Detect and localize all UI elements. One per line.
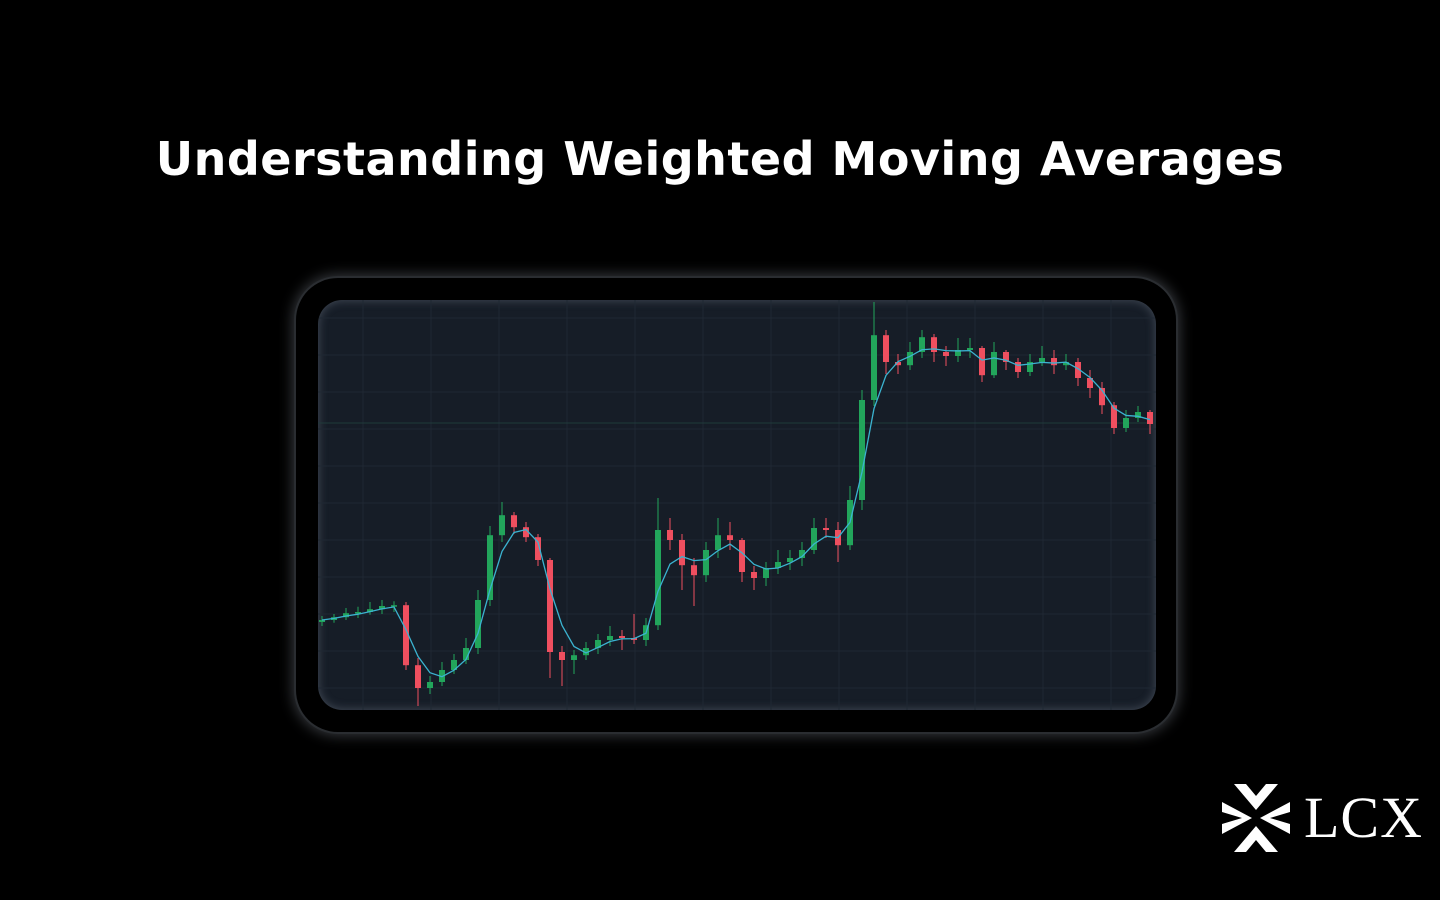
candle-body: [739, 540, 745, 572]
candle-body: [1075, 362, 1081, 378]
lcx-logo: LCX: [1220, 782, 1423, 856]
candle-body: [907, 352, 913, 366]
candle-body: [715, 535, 721, 550]
page-title: Understanding Weighted Moving Averages: [155, 132, 1285, 186]
candle-body: [571, 655, 577, 660]
candle-body: [679, 540, 685, 566]
candle-body: [931, 337, 937, 352]
candle-body: [319, 620, 325, 622]
candle-body: [979, 348, 985, 376]
candle-body: [667, 530, 673, 540]
candle-body: [499, 515, 505, 536]
candle-body: [511, 515, 517, 528]
candle-body: [1099, 388, 1105, 406]
candle-body: [547, 560, 553, 652]
candle-body: [1063, 362, 1069, 366]
candle-body: [775, 562, 781, 568]
candle-body: [415, 665, 421, 688]
candle-body: [883, 335, 889, 362]
candle-body: [427, 682, 433, 688]
logo-text: LCX: [1304, 785, 1423, 850]
candle-body: [559, 652, 565, 660]
candle-body: [1003, 352, 1009, 362]
candle-body: [1123, 418, 1129, 428]
candle-body: [1087, 378, 1093, 388]
candle-body: [1015, 362, 1021, 372]
candle-body: [451, 660, 457, 670]
lcx-x-mark-icon: [1222, 784, 1290, 852]
candle-body: [619, 636, 625, 638]
candle-body: [523, 527, 529, 538]
candle-body: [379, 606, 385, 610]
candlestick-chart: [318, 300, 1156, 710]
candle-body: [1051, 358, 1057, 366]
candle-body: [535, 537, 541, 560]
wma-line: [321, 348, 1151, 678]
candle-body: [691, 565, 697, 576]
candle-body: [799, 550, 805, 558]
candle-body: [919, 337, 925, 352]
candle-body: [751, 572, 757, 578]
chart-panel: [318, 300, 1156, 710]
candle-body: [655, 530, 661, 626]
candle-body: [583, 648, 589, 656]
candle-body: [703, 550, 709, 576]
candle-body: [1147, 412, 1153, 424]
candle-body: [1039, 358, 1045, 362]
candle-body: [343, 613, 349, 618]
candle-body: [943, 352, 949, 356]
candle-body: [811, 528, 817, 550]
candle-body: [955, 350, 961, 356]
candle-body: [1027, 362, 1033, 372]
candle-body: [595, 640, 601, 648]
candle-body: [403, 605, 409, 666]
candle-body: [859, 400, 865, 500]
candle-body: [895, 362, 901, 366]
candle-body: [787, 558, 793, 562]
candle-body: [355, 612, 361, 614]
candle-body: [967, 348, 973, 350]
candle-body: [1135, 412, 1141, 418]
candle-body: [823, 528, 829, 530]
candle-body: [367, 609, 373, 612]
candle-body: [391, 605, 397, 607]
candle-body: [1111, 405, 1117, 428]
candle-body: [607, 636, 613, 640]
candle-body: [463, 648, 469, 660]
candle-body: [763, 568, 769, 578]
candle-body: [475, 600, 481, 648]
candle-body: [487, 535, 493, 600]
candle-body: [727, 535, 733, 540]
candle-body: [871, 335, 877, 400]
candle-body: [991, 352, 997, 376]
